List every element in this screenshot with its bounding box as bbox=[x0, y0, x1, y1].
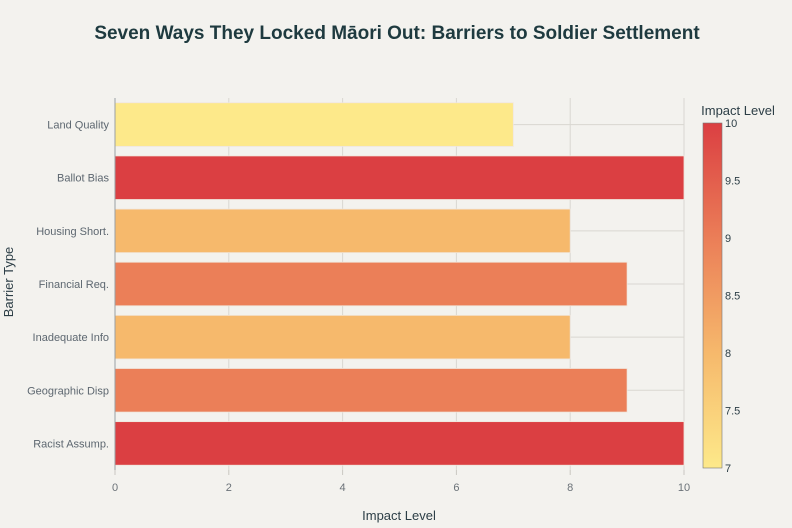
x-tick-label: 2 bbox=[226, 482, 232, 494]
y-tick-label: Land Quality bbox=[47, 120, 109, 132]
colorbar bbox=[702, 122, 723, 469]
bar bbox=[114, 102, 514, 147]
bar bbox=[114, 155, 685, 200]
y-tick-label: Geographic Disp bbox=[27, 385, 109, 397]
colorbar-tick-label: 8 bbox=[725, 348, 731, 360]
colorbar-tick-label: 10 bbox=[725, 118, 737, 130]
colorbar-tick-label: 9 bbox=[725, 233, 731, 245]
bars bbox=[114, 102, 685, 466]
y-axis-title: Barrier Type bbox=[1, 247, 16, 318]
bar bbox=[114, 368, 628, 413]
x-tick-labels: 0 2 4 6 8 10 bbox=[112, 470, 690, 494]
colorbar-tick-label: 7 bbox=[725, 463, 731, 475]
x-axis-title: Impact Level bbox=[362, 508, 436, 523]
x-tick-label: 6 bbox=[453, 482, 459, 494]
chart-title: Seven Ways They Locked Māori Out: Barrie… bbox=[94, 23, 700, 44]
x-tick-label: 10 bbox=[678, 482, 690, 494]
colorbar-tick-label: 8.5 bbox=[725, 291, 740, 303]
y-tick-label: Housing Short. bbox=[36, 226, 109, 238]
y-tick-label: Ballot Bias bbox=[57, 173, 109, 185]
colorbar-tick-label: 9.5 bbox=[725, 176, 740, 188]
x-tick-label: 0 bbox=[112, 482, 118, 494]
x-tick-label: 4 bbox=[340, 482, 346, 494]
bar bbox=[114, 314, 571, 360]
y-tick-label: Racist Assump. bbox=[33, 438, 109, 450]
bar bbox=[114, 261, 628, 307]
y-tick-label: Inadequate Info bbox=[33, 332, 109, 344]
y-tick-label: Financial Req. bbox=[39, 279, 109, 291]
bar bbox=[114, 421, 685, 466]
x-tick-label: 8 bbox=[567, 482, 573, 494]
colorbar-tick-labels: 10 9.5 9 8.5 8 7.5 7 bbox=[725, 118, 740, 475]
y-tick-labels: Land Quality Ballot Bias Housing Short. Fin… bbox=[27, 120, 109, 451]
colorbar-title: Impact Level bbox=[701, 103, 775, 118]
colorbar-tick-label: 7.5 bbox=[725, 406, 740, 418]
bar bbox=[114, 208, 571, 254]
